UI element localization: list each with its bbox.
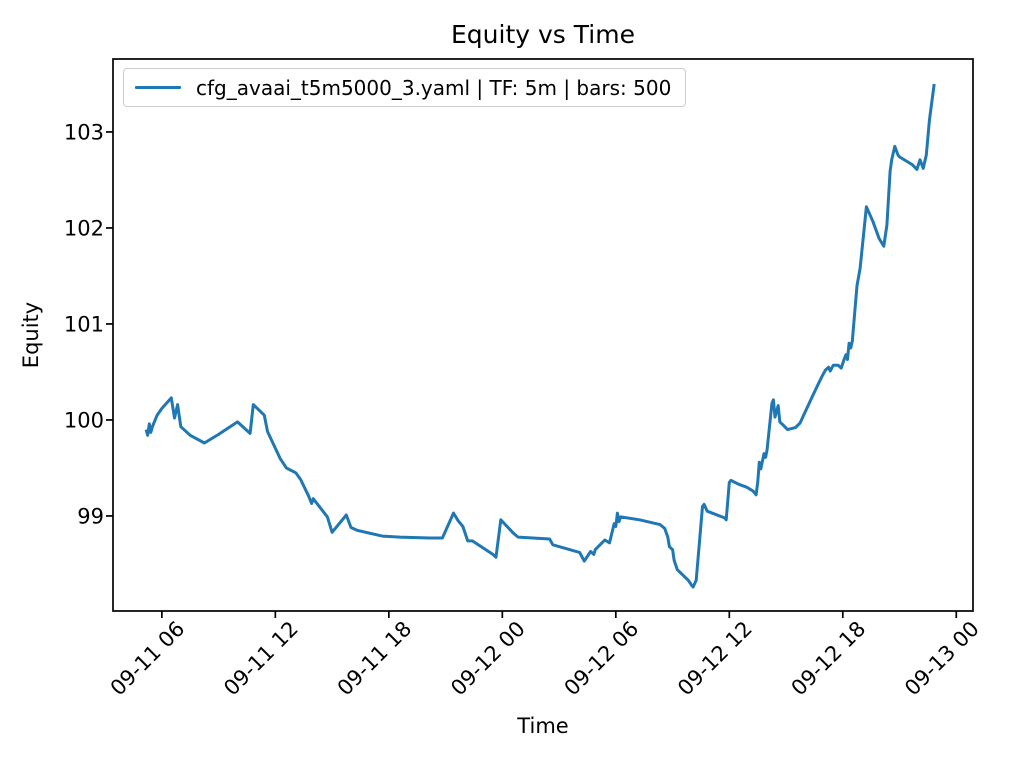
x-tick-label: 09-11 06 <box>106 617 190 701</box>
y-tick-label: 102 <box>64 216 104 240</box>
x-tick-label: 09-12 06 <box>560 617 644 701</box>
y-axis-label: Equity <box>19 301 43 369</box>
x-tick-label: 09-13 00 <box>900 617 984 701</box>
y-tick-label: 101 <box>64 312 104 336</box>
x-tick-label: 09-12 00 <box>446 617 530 701</box>
x-tick-label: 09-11 12 <box>219 617 303 701</box>
legend-line-sample <box>135 86 181 89</box>
chart-title: Equity vs Time <box>451 20 635 49</box>
legend-label: cfg_avaai_t5m5000_3.yaml | TF: 5m | bars… <box>196 75 672 100</box>
axes-spines <box>112 58 974 612</box>
x-tick-label: 09-11 18 <box>333 617 417 701</box>
series-layer <box>144 83 936 589</box>
y-tick-label: 100 <box>64 408 104 432</box>
axes-layer: 09-11 06 09-11 12 09-11 18 09-12 00 09-12 06… <box>64 58 984 701</box>
y-tick-label: 103 <box>64 120 104 144</box>
equity-series-line <box>144 83 936 589</box>
legend: cfg_avaai_t5m5000_3.yaml | TF: 5m | bars… <box>123 68 687 107</box>
x-axis-label: Time <box>517 714 569 738</box>
x-tick-label: 09-12 12 <box>673 617 757 701</box>
y-tick-label: 99 <box>77 504 104 528</box>
x-tick-label: 09-12 18 <box>787 617 871 701</box>
